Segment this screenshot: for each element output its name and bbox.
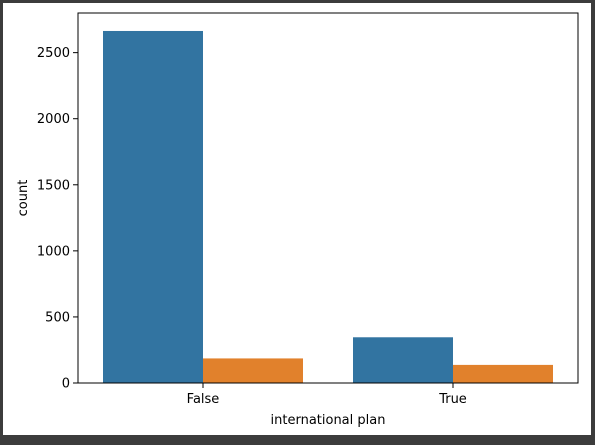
bar-true-series-2 — [453, 364, 553, 383]
y-tick-label: 2500 — [37, 46, 70, 61]
bar-false-series-1 — [103, 30, 203, 383]
chart-frame: 0 500 1000 1500 2000 2500 False True internati… — [3, 3, 591, 435]
bar-chart: 0 500 1000 1500 2000 2500 False True internati… — [16, 12, 579, 428]
x-axis-label: international plan — [271, 413, 386, 428]
x-tick-label: True — [438, 392, 467, 407]
y-tick-label: 1000 — [37, 244, 70, 259]
plot-area-frame — [77, 12, 579, 384]
bar-false-series-2 — [203, 358, 303, 383]
bar-true-series-1 — [353, 337, 453, 383]
x-tick-label: False — [187, 392, 220, 407]
y-axis-ticks: 0 500 1000 1500 2000 2500 — [37, 46, 78, 392]
y-tick-label: 2000 — [37, 112, 70, 127]
y-axis-label: count — [16, 180, 31, 217]
y-tick-label: 0 — [62, 377, 70, 392]
y-tick-label: 500 — [45, 310, 70, 325]
x-axis-ticks: False True — [187, 383, 467, 407]
y-tick-label: 1500 — [37, 178, 70, 193]
bars-group — [103, 30, 553, 383]
